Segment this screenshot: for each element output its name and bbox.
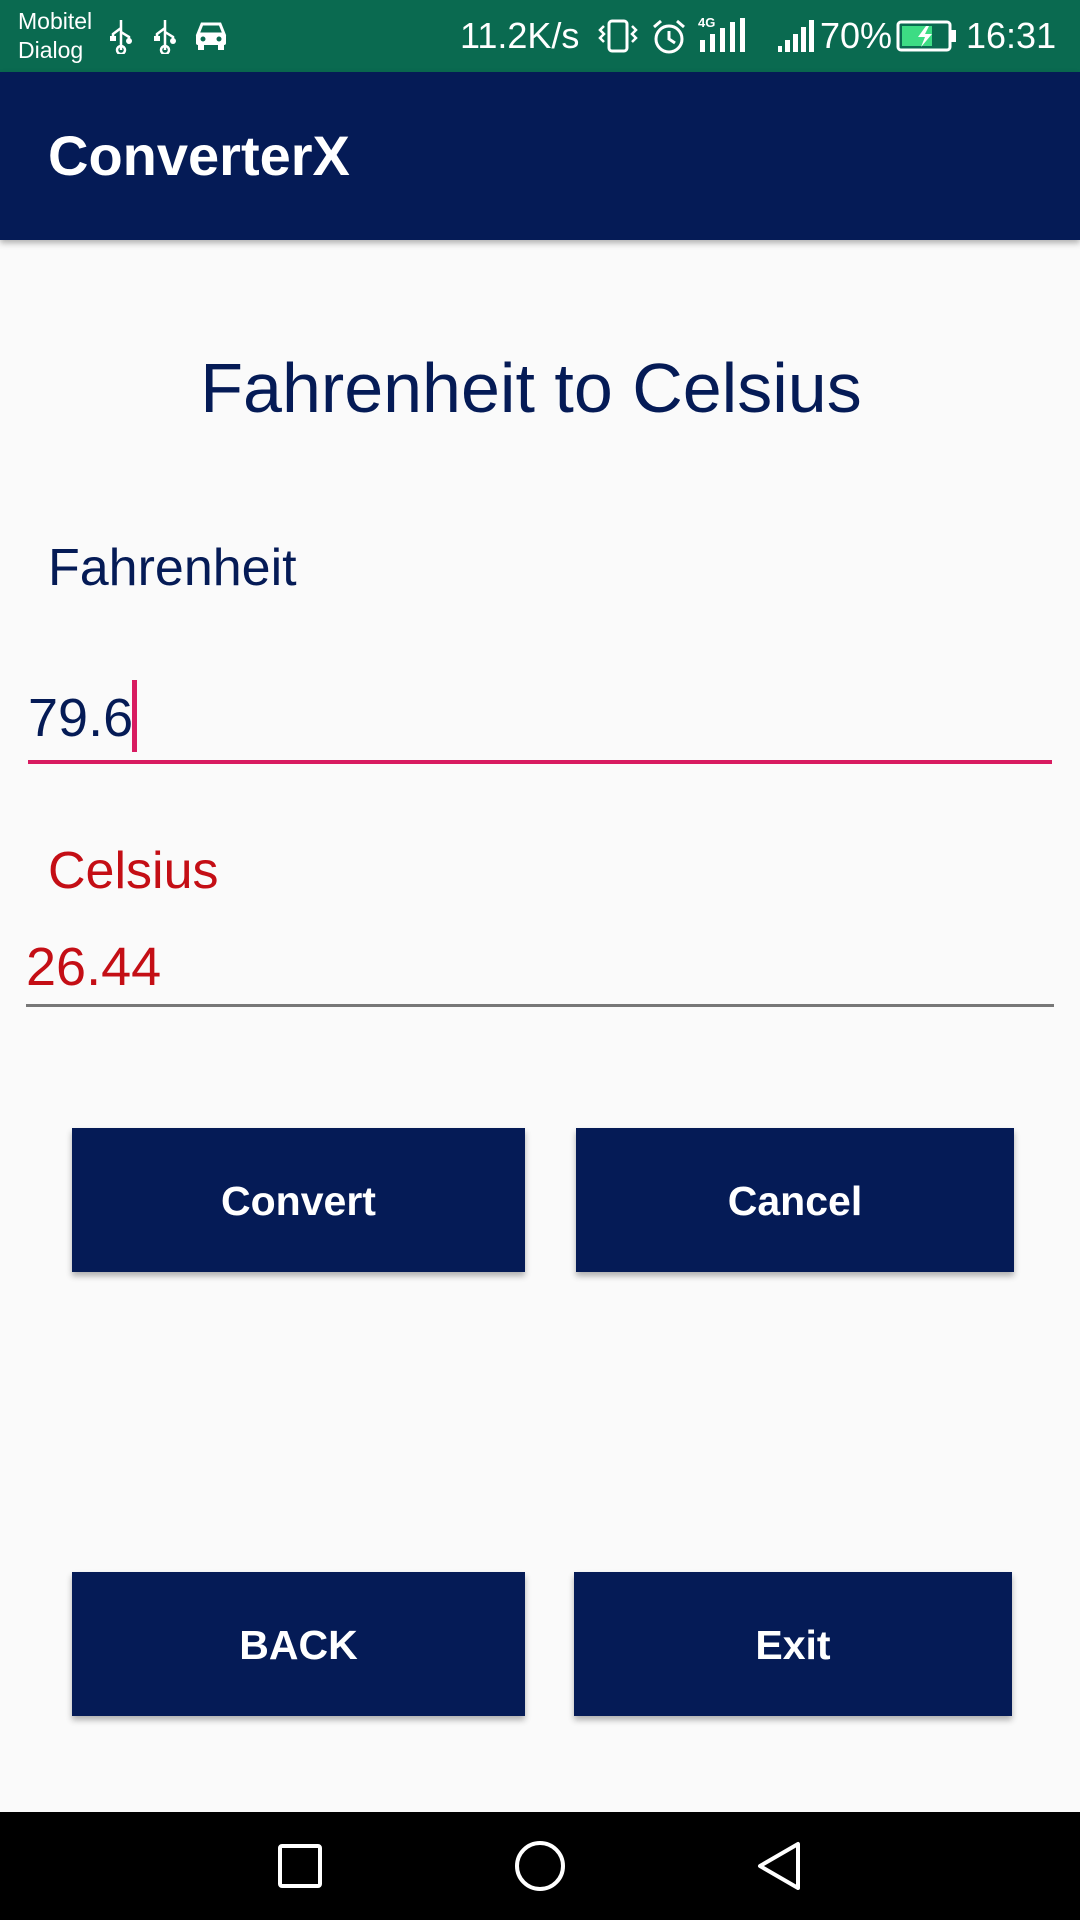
celsius-label: Celsius: [48, 842, 219, 900]
celsius-field[interactable]: 26.44: [26, 930, 1054, 1007]
cancel-button[interactable]: Cancel: [576, 1128, 1014, 1272]
back-triangle-icon[interactable]: [750, 1836, 810, 1896]
navigation-bar: [0, 1812, 1080, 1920]
usb-icon: [154, 20, 176, 54]
fahrenheit-field[interactable]: [28, 680, 1052, 764]
network-speed: 11.2K/s: [460, 15, 580, 56]
vibrate-icon: [598, 19, 638, 53]
fahrenheit-label: Fahrenheit: [48, 539, 297, 597]
usb-icon: [110, 20, 132, 54]
clock: 16:31: [966, 15, 1057, 56]
home-circle-icon[interactable]: [510, 1836, 570, 1896]
app-title: ConverterX: [48, 124, 350, 187]
signal-icon: [778, 20, 814, 52]
celsius-value: 26.44: [26, 937, 162, 997]
back-button[interactable]: BACK: [72, 1572, 525, 1716]
page-title: Fahrenheit to Celsius: [200, 349, 862, 427]
exit-button[interactable]: Exit: [574, 1572, 1012, 1716]
carrier-names: Mobitel Dialog: [18, 7, 92, 65]
carrier-primary: Mobitel: [18, 8, 93, 34]
recents-square-icon[interactable]: [270, 1836, 330, 1896]
network-type: 4G: [698, 15, 716, 30]
app-bar: ConverterX: [0, 72, 1080, 240]
battery-percent: 70%: [820, 15, 893, 56]
battery-charging-icon: [896, 20, 956, 52]
status-bar: Mobitel Dialog 11.2K/s 4G: [0, 0, 1080, 72]
fahrenheit-input[interactable]: [28, 680, 1052, 756]
signal-icon: [700, 18, 745, 52]
alarm-icon: [653, 19, 685, 54]
convert-button[interactable]: Convert: [72, 1128, 525, 1272]
car-icon: [195, 22, 227, 50]
carrier-secondary: Dialog: [18, 37, 84, 63]
text-cursor: [132, 680, 137, 752]
